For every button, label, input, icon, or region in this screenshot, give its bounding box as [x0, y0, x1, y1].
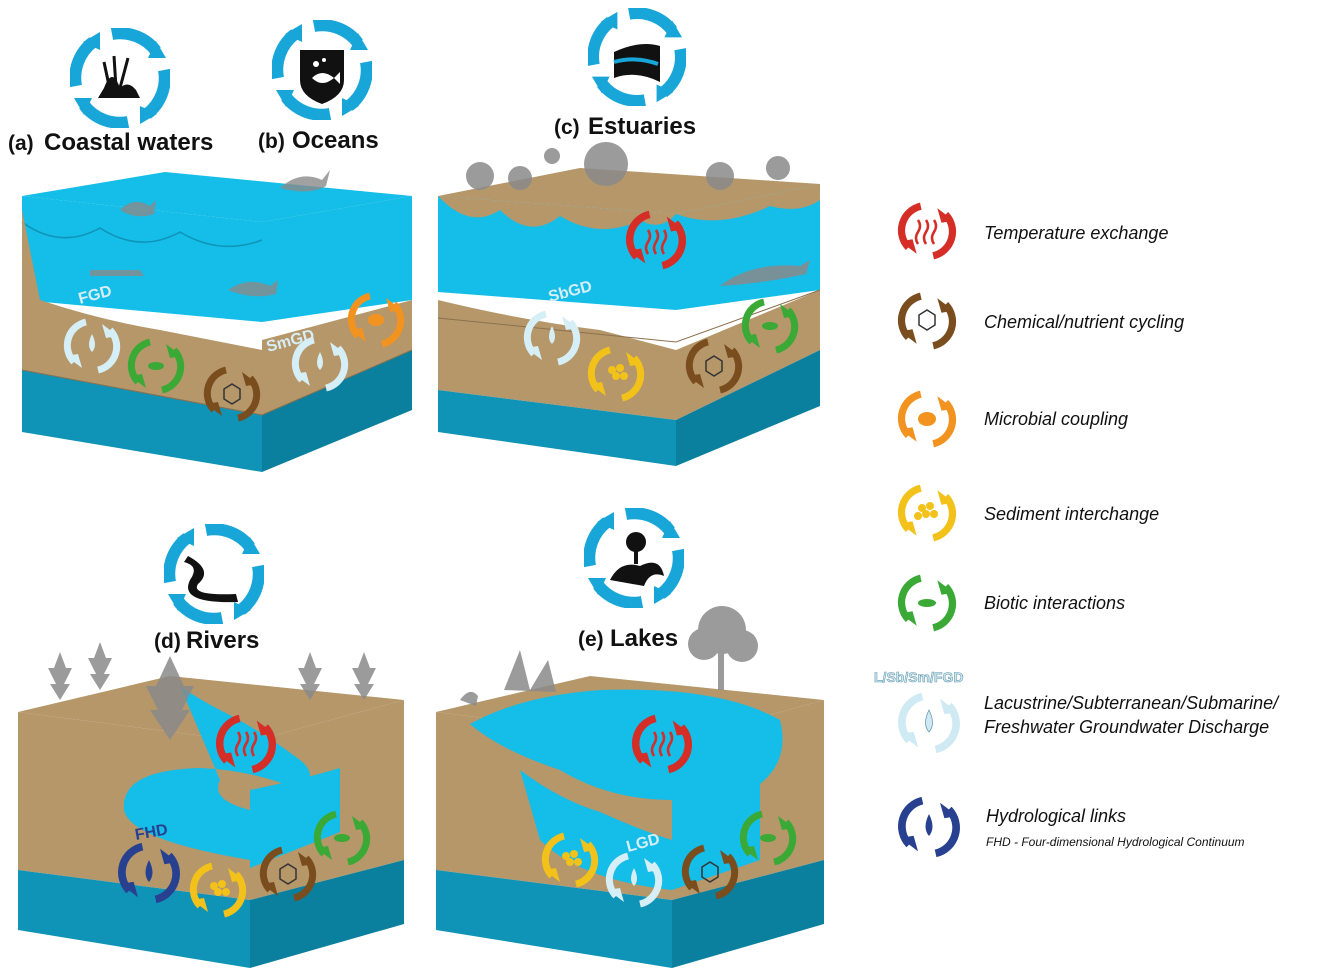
chemical-cycle-icon-e: [684, 848, 736, 896]
legend-sediment-icon: [900, 488, 954, 538]
coastal-title: Coastal waters: [44, 129, 213, 156]
rivers-title: Rivers: [186, 627, 259, 654]
oceans-letter: (b): [258, 130, 285, 153]
coastal-block: [21, 170, 413, 472]
legend-biotic-icon: [900, 578, 954, 628]
estuaries-icon: [592, 12, 682, 102]
legend-gd-tag: L/Sb/Sm/FGD: [874, 669, 963, 685]
sbgd-cycle-icon: [526, 314, 578, 362]
panel-estuaries: (c) Estuaries SbGD: [437, 12, 821, 466]
fhd-label: FHD: [134, 821, 169, 843]
coastal-letter: (a): [8, 132, 34, 155]
lakes-icon: [588, 512, 680, 604]
lakes-block: [436, 606, 824, 968]
lakes-title: Lakes: [610, 625, 678, 652]
chemical-cycle-icon-c: [688, 342, 740, 390]
sediment-cycle-icon-d: [192, 866, 244, 914]
estuaries-title: Estuaries: [588, 113, 696, 140]
panel-coastal-oceans: (a) Coastal waters (b) Oceans: [8, 24, 413, 472]
legend-sediment-label: Sediment interchange: [984, 504, 1159, 524]
legend-chemical-label: Chemical/nutrient cycling: [984, 312, 1184, 332]
fhd-cycle-icon: [120, 847, 177, 900]
sediment-cycle-icon-e: [544, 836, 596, 884]
biotic-cycle-icon: [130, 342, 182, 390]
fgd-cycle-icon: [66, 322, 118, 370]
biotic-cycle-icon-d: [316, 814, 368, 862]
legend-biotic-label: Biotic interactions: [984, 593, 1125, 613]
rivers-letter: (d): [154, 630, 181, 653]
legend-hydro-title: Hydrological links: [986, 806, 1126, 826]
legend-microbial-label: Microbial coupling: [984, 409, 1128, 429]
microbial-cycle-icon: [350, 296, 402, 344]
rivers-icon: [168, 528, 260, 620]
lgd-cycle-icon: [608, 856, 660, 904]
oceans-title: Oceans: [292, 127, 379, 154]
legend-temperature-label: Temperature exchange: [984, 223, 1168, 243]
temperature-cycle-icon: [628, 214, 683, 265]
legend-groundwater-icon: [900, 697, 957, 750]
coastal-icon: [74, 32, 166, 124]
rivers-block: [18, 642, 404, 968]
temperature-cycle-icon-e: [634, 718, 689, 769]
panel-rivers: (d) Rivers FHD: [18, 528, 404, 968]
biotic-cycle-icon-c: [744, 302, 796, 350]
sediment-cycle-icon: [590, 350, 642, 398]
smgd-cycle-icon: [294, 340, 346, 388]
estuaries-letter: (c): [554, 116, 580, 139]
legend: Temperature exchange Chemical/nutrient c…: [874, 206, 1280, 853]
legend-gd-line1: Lacustrine/Subterranean/Submarine/: [984, 693, 1280, 713]
oceans-icon: [276, 24, 368, 116]
legend-gd-line2: Freshwater Groundwater Discharge: [984, 717, 1269, 737]
legend-microbial-icon: [900, 394, 954, 444]
estuaries-block: [437, 142, 821, 466]
legend-temperature-icon: [900, 206, 954, 256]
legend-hydro-icon: [900, 801, 957, 854]
panel-lakes: (e) Lakes LGD: [436, 512, 824, 968]
biotic-cycle-icon-e: [742, 814, 794, 862]
lakes-letter: (e): [578, 628, 604, 651]
temperature-cycle-icon-d: [218, 718, 273, 769]
legend-chemical-icon: [900, 296, 954, 346]
chemical-cycle-icon-d: [262, 850, 314, 898]
legend-hydro-sub: FHD - Four-dimensional Hydrological Cont…: [986, 835, 1245, 849]
chemical-cycle-icon: [206, 370, 258, 418]
